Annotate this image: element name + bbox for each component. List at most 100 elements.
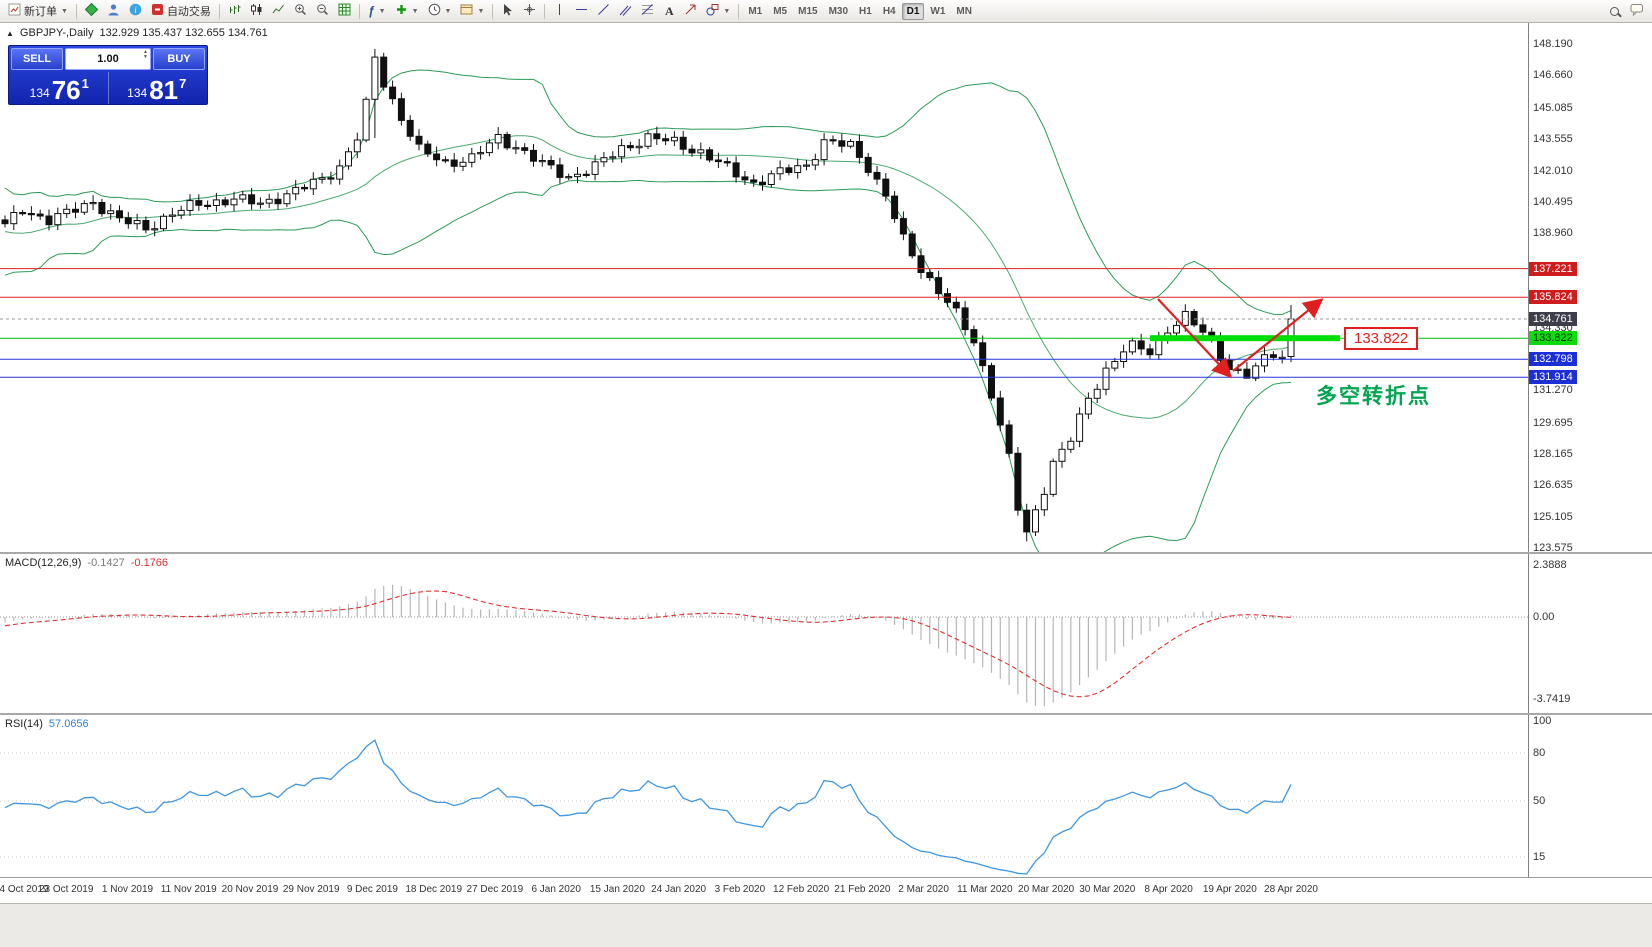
dropdown-arrow-icon: ▼ — [411, 7, 419, 15]
timeframe-button-d1[interactable]: D1 — [901, 2, 925, 20]
new-order-button[interactable]: 新订单 ▼ — [4, 2, 72, 21]
timeframe-button-m1[interactable]: M1 — [748, 5, 763, 17]
rsi-value: 57.0656 — [48, 718, 89, 730]
templates-button[interactable]: ▼ — [456, 2, 488, 21]
zoom-in-icon — [294, 3, 307, 19]
date-axis-label: 24 Jan 2020 — [651, 884, 707, 895]
panel-divider[interactable] — [0, 713, 1652, 715]
price-chart-canvas — [0, 48, 1528, 552]
line-chart-button[interactable] — [268, 2, 289, 21]
timeframe-button-mn[interactable]: MN — [956, 5, 972, 17]
arrow-objects-button[interactable] — [680, 2, 701, 21]
zoom-out-button[interactable] — [312, 2, 333, 21]
profiles-button[interactable] — [103, 2, 124, 21]
text-tool-button[interactable]: A — [659, 2, 679, 21]
sell-price-sup: 1 — [81, 76, 89, 91]
date-axis-label: 20 Nov 2019 — [221, 884, 279, 895]
date-axis-label: 11 Mar 2020 — [957, 884, 1013, 895]
indicators-button[interactable]: ƒ ▼ — [364, 2, 390, 21]
price-axis-tick: 129.695 — [1533, 416, 1573, 429]
buy-button[interactable]: BUY — [153, 48, 205, 70]
rsi-axis[interactable]: 100 80 50 15 — [1528, 715, 1652, 877]
turning-point-annotation[interactable]: 多空转折点 — [1316, 385, 1431, 408]
channel-tool-button[interactable] — [615, 2, 636, 21]
price-callout-box[interactable]: 133.822 — [1344, 327, 1419, 350]
shapes-button[interactable]: ▼ — [702, 2, 734, 21]
date-axis-label: 9 Dec 2019 — [346, 884, 398, 895]
zoom-out-icon — [316, 3, 329, 19]
date-axis-label: 14 Oct 2019 — [0, 884, 49, 895]
price-axis-tick: 146.660 — [1533, 69, 1573, 82]
timeframe-button-h1[interactable]: H1 — [859, 5, 872, 17]
rsi-canvas — [0, 739, 1528, 875]
vertical-line-icon — [553, 3, 566, 19]
cursor-tool-button[interactable] — [497, 2, 518, 21]
dropdown-arrow-icon: ▼ — [477, 7, 485, 15]
one-click-panel-toggle[interactable]: ▲ — [6, 28, 14, 38]
date-axis-label: 23 Oct 2019 — [38, 884, 94, 895]
macd-panel[interactable]: MACD(12,26,9) -0.1427 -0.1766 2.3888 0.00… — [0, 554, 1652, 713]
ohlc-values: 132.929 135.437 132.655 134.761 — [99, 27, 268, 39]
macd-axis-tick: -3.7419 — [1533, 692, 1571, 705]
date-axis-label: 11 Nov 2019 — [160, 884, 217, 895]
date-axis-label: 6 Jan 2020 — [531, 884, 581, 895]
support-highlight-band[interactable] — [1150, 335, 1340, 342]
chat-button[interactable] — [1626, 2, 1648, 21]
add-indicator-button[interactable]: ▼ — [391, 2, 423, 21]
crosshair-icon — [523, 3, 536, 19]
clock-icon — [428, 3, 441, 19]
toolbar: 新订单 ▼ i 自动交易 ƒ ▼ ▼ ▼ ▼ A ▼ — [0, 0, 1652, 23]
tile-windows-button[interactable] — [334, 2, 355, 21]
macd-axis[interactable]: 2.3888 0.00 -3.7419 — [1528, 554, 1652, 713]
panel-divider[interactable] — [0, 552, 1652, 554]
rsi-axis-tick: 80 — [1533, 747, 1546, 759]
horizontal-line-tool-button[interactable] — [571, 2, 592, 21]
sell-button[interactable]: SELL — [11, 48, 63, 70]
price-badge-132.798: 132.798 — [1529, 352, 1577, 367]
trendline-tool-button[interactable] — [593, 2, 614, 21]
trend-arrow[interactable] — [1157, 298, 1233, 379]
timeframe-button-h4[interactable]: H4 — [882, 5, 896, 17]
macd-name: MACD(12,26,9) — [5, 557, 82, 569]
sell-price: 134 76 1 — [11, 72, 108, 104]
fibonacci-tool-button[interactable] — [637, 2, 658, 21]
toolbar-separator — [544, 3, 546, 19]
date-axis-label: 30 Mar 2020 — [1079, 884, 1136, 895]
rsi-axis-tick: 50 — [1533, 795, 1546, 807]
volume-input[interactable]: 1.00 ▲ ▼ — [65, 48, 151, 70]
vertical-line-tool-button[interactable] — [549, 2, 570, 21]
autotrading-button[interactable]: 自动交易 — [147, 2, 215, 21]
zoom-in-button[interactable] — [290, 2, 311, 21]
data-window-button[interactable]: i — [125, 2, 146, 21]
rsi-name: RSI(14) — [5, 718, 43, 730]
text-icon: A — [665, 4, 674, 18]
price-badge-135.824: 135.824 — [1529, 290, 1577, 305]
one-click-trading-panel: SELL 1.00 ▲ ▼ BUY 134 76 1 134 81 7 — [8, 45, 208, 105]
timeframe-button-m5[interactable]: M5 — [773, 5, 788, 17]
bar-chart-button[interactable] — [224, 2, 245, 21]
timeframe-button-m15[interactable]: M15 — [798, 5, 818, 17]
crosshair-tool-button[interactable] — [519, 2, 540, 21]
trend-arrow[interactable] — [1232, 298, 1324, 372]
buy-price-sup: 7 — [179, 76, 187, 91]
price-badge-134.761: 134.761 — [1529, 312, 1577, 326]
search-button[interactable] — [1604, 2, 1624, 21]
date-axis-label: 12 Feb 2020 — [773, 884, 830, 895]
price-chart-panel[interactable]: ▲ GBPJPY-,Daily 132.929 135.437 132.655 … — [0, 23, 1652, 554]
toolbar-separator — [492, 3, 494, 19]
periods-button[interactable]: ▼ — [424, 2, 456, 21]
timeframe-button-m30[interactable]: M30 — [828, 5, 849, 17]
status-strip — [0, 903, 1652, 947]
rsi-panel[interactable]: RSI(14) 57.0656 100 80 50 15 — [0, 715, 1652, 877]
macd-histogram — [4, 584, 1292, 707]
volume-spinner[interactable]: ▲ ▼ — [143, 49, 148, 60]
chart-window-button[interactable] — [81, 2, 102, 21]
date-axis-label: 3 Feb 2020 — [714, 884, 766, 895]
candle-chart-button[interactable] — [246, 2, 267, 21]
profile-icon — [107, 3, 120, 19]
price-axis-tick: 145.085 — [1533, 101, 1573, 114]
price-axis[interactable]: 148.190 146.660 145.085 143.555 142.010 140.4… — [1528, 23, 1652, 554]
chat-icon — [1630, 3, 1644, 19]
timeframe-button-w1[interactable]: W1 — [930, 5, 946, 17]
